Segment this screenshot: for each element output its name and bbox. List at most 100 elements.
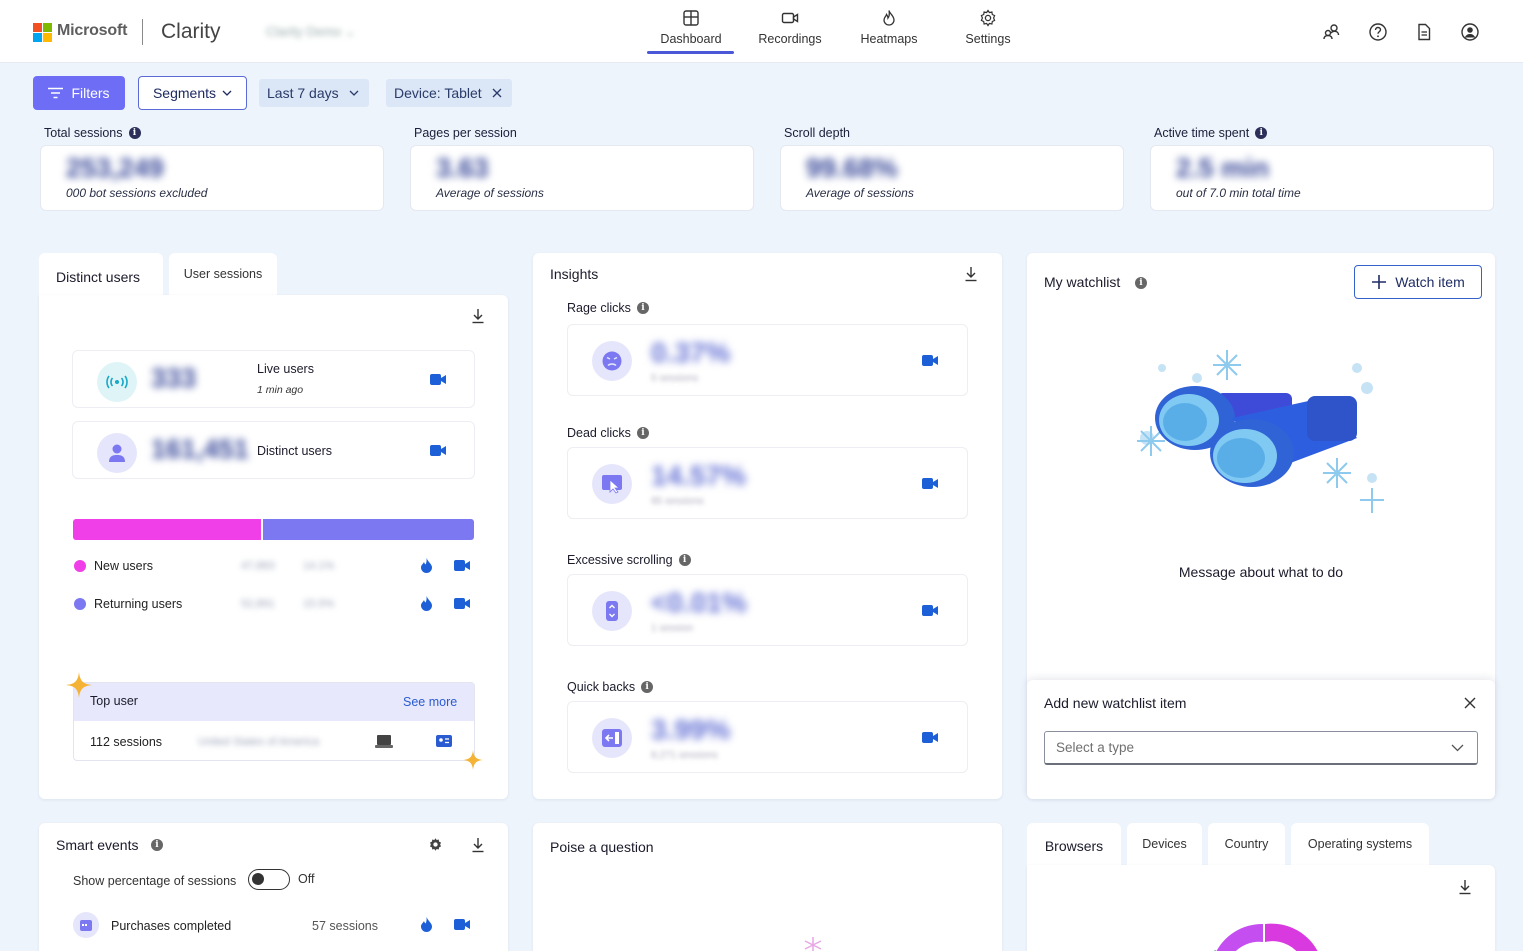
download-icon[interactable] <box>471 837 485 853</box>
heatmap-icon[interactable] <box>421 596 432 611</box>
tab-operating-systems[interactable]: Operating systems <box>1291 823 1429 865</box>
kpi-label-text: Total sessions <box>44 126 123 140</box>
nav-heatmaps[interactable]: Heatmaps <box>844 9 934 46</box>
recording-icon[interactable] <box>922 478 938 489</box>
percentage-toggle[interactable] <box>248 869 290 890</box>
info-icon[interactable]: i <box>636 427 649 439</box>
kpi-value: 3.63 <box>436 153 489 183</box>
recording-icon[interactable] <box>454 598 470 609</box>
dashboard-icon <box>683 10 699 26</box>
account-icon[interactable] <box>1460 22 1480 42</box>
top-user-header: Top user See more <box>74 683 474 721</box>
kpi-subtext: out of 7.0 min total time <box>1176 186 1301 200</box>
brand-divider <box>142 19 143 45</box>
smart-events-title: Smart events <box>56 837 139 853</box>
recording-icon[interactable] <box>454 560 470 571</box>
download-icon[interactable] <box>471 308 485 324</box>
filter-icon <box>48 87 64 99</box>
binoculars-illustration <box>1137 350 1384 513</box>
recording-icon[interactable] <box>922 355 938 366</box>
recording-icon[interactable] <box>430 445 446 456</box>
quick-backs-value: 3.99% <box>651 714 731 745</box>
excessive-scrolling-box[interactable]: <0.01% 1 session <box>567 574 968 646</box>
info-icon[interactable]: i <box>151 839 163 851</box>
kpi-label-scroll-depth: Scroll depth <box>784 126 850 140</box>
quick-backs-box[interactable]: 3.99% 8,271 sessions <box>567 701 968 773</box>
info-icon[interactable]: i <box>641 681 654 693</box>
event-value: 57 sessions <box>312 919 379 933</box>
nav-dashboard[interactable]: Dashboard <box>646 9 736 46</box>
help-icon[interactable] <box>1368 22 1388 42</box>
top-user-title: Top user <box>90 694 138 708</box>
nav-recordings[interactable]: Recordings <box>745 9 835 46</box>
browsers-donut-chart <box>1214 923 1318 951</box>
info-icon[interactable]: i <box>1255 127 1268 139</box>
recording-icon[interactable] <box>922 732 938 743</box>
tab-distinct-users[interactable]: Distinct users <box>39 253 163 298</box>
tab-browsers-label: Browsers <box>1044 837 1104 854</box>
tab-user-sessions[interactable]: User sessions <box>169 253 277 295</box>
recording-icon[interactable] <box>454 919 470 930</box>
chevron-down-icon <box>222 90 232 96</box>
close-icon[interactable] <box>1464 697 1476 709</box>
live-users-value: 333 <box>151 363 197 393</box>
nav-settings-label: Settings <box>965 32 1011 46</box>
top-user-sessions: 112 sessions <box>90 735 163 749</box>
dead-clicks-label: Dead clicks i <box>567 426 649 440</box>
info-icon[interactable]: i <box>636 302 649 314</box>
download-icon[interactable] <box>1458 879 1472 895</box>
add-watchlist-panel: Add new watchlist item Select a type <box>1027 680 1495 799</box>
tab-country[interactable]: Country <box>1208 823 1285 865</box>
insights-title: Insights <box>550 266 599 282</box>
info-icon[interactable]: i <box>678 554 691 566</box>
recording-icon[interactable] <box>430 374 446 385</box>
recording-icon[interactable] <box>922 605 938 616</box>
type-select[interactable]: Select a type <box>1044 731 1478 765</box>
returning-users-dot <box>74 598 86 610</box>
info-icon[interactable]: i <box>128 127 141 139</box>
rage-clicks-sub: 5 sessions <box>651 373 699 384</box>
dead-clicks-box[interactable]: 14.57% 95 sessions <box>567 447 968 519</box>
info-icon[interactable]: i <box>1135 277 1147 289</box>
product-name[interactable]: Clarity <box>161 20 221 43</box>
sparkle-icon <box>66 672 92 698</box>
see-more-link[interactable]: See more <box>403 695 458 709</box>
distinct-users-row: 161,451 Distinct users <box>72 421 475 479</box>
tab-devices[interactable]: Devices <box>1127 823 1202 865</box>
tab-os-label: Operating systems <box>1307 837 1413 851</box>
device-filter-chip[interactable]: Device: Tablet <box>386 79 512 107</box>
toggle-state: Off <box>298 872 315 886</box>
new-users-count: 47,883 <box>241 560 275 572</box>
tab-browsers[interactable]: Browsers <box>1027 823 1121 868</box>
flame-icon <box>883 10 895 26</box>
share-icon[interactable] <box>1321 22 1341 42</box>
kpi-value: 253,249 <box>66 153 164 183</box>
id-card-icon[interactable] <box>436 735 452 747</box>
watch-item-button[interactable]: Watch item <box>1354 265 1482 299</box>
type-select-placeholder: Select a type <box>1056 740 1135 755</box>
kpi-card-active-time: 2.5 min out of 7.0 min total time <box>1150 145 1494 211</box>
close-icon[interactable] <box>492 88 502 98</box>
project-selector[interactable]: Clarity Demo ⌄ <box>266 24 356 39</box>
heatmap-icon[interactable] <box>421 917 432 932</box>
segments-button[interactable]: Segments <box>138 76 247 110</box>
returning-users-count: 52,891 <box>241 598 275 610</box>
date-range-chip[interactable]: Last 7 days <box>259 79 369 107</box>
download-icon[interactable] <box>964 266 978 282</box>
browsers-card <box>1027 865 1495 951</box>
quick-backs-sub: 8,271 sessions <box>651 750 718 761</box>
filters-button[interactable]: Filters <box>33 76 125 110</box>
gear-icon[interactable] <box>428 837 443 852</box>
heatmap-icon[interactable] <box>421 558 432 573</box>
live-users-row: 333 Live users 1 min ago <box>72 350 475 408</box>
kpi-label-pages-per-session: Pages per session <box>414 126 517 140</box>
rage-clicks-box[interactable]: 0.37% 5 sessions <box>567 324 968 396</box>
plus-icon <box>1372 275 1387 289</box>
document-icon[interactable] <box>1414 22 1434 42</box>
nav-recordings-label: Recordings <box>758 32 822 46</box>
tab-distinct-users-label: Distinct users <box>56 269 141 285</box>
kpi-value: 2.5 min <box>1176 153 1270 183</box>
nav-settings[interactable]: Settings <box>943 9 1033 46</box>
sparkle-decoration-icon <box>804 937 822 951</box>
distinct-users-label: Distinct users <box>257 444 333 458</box>
